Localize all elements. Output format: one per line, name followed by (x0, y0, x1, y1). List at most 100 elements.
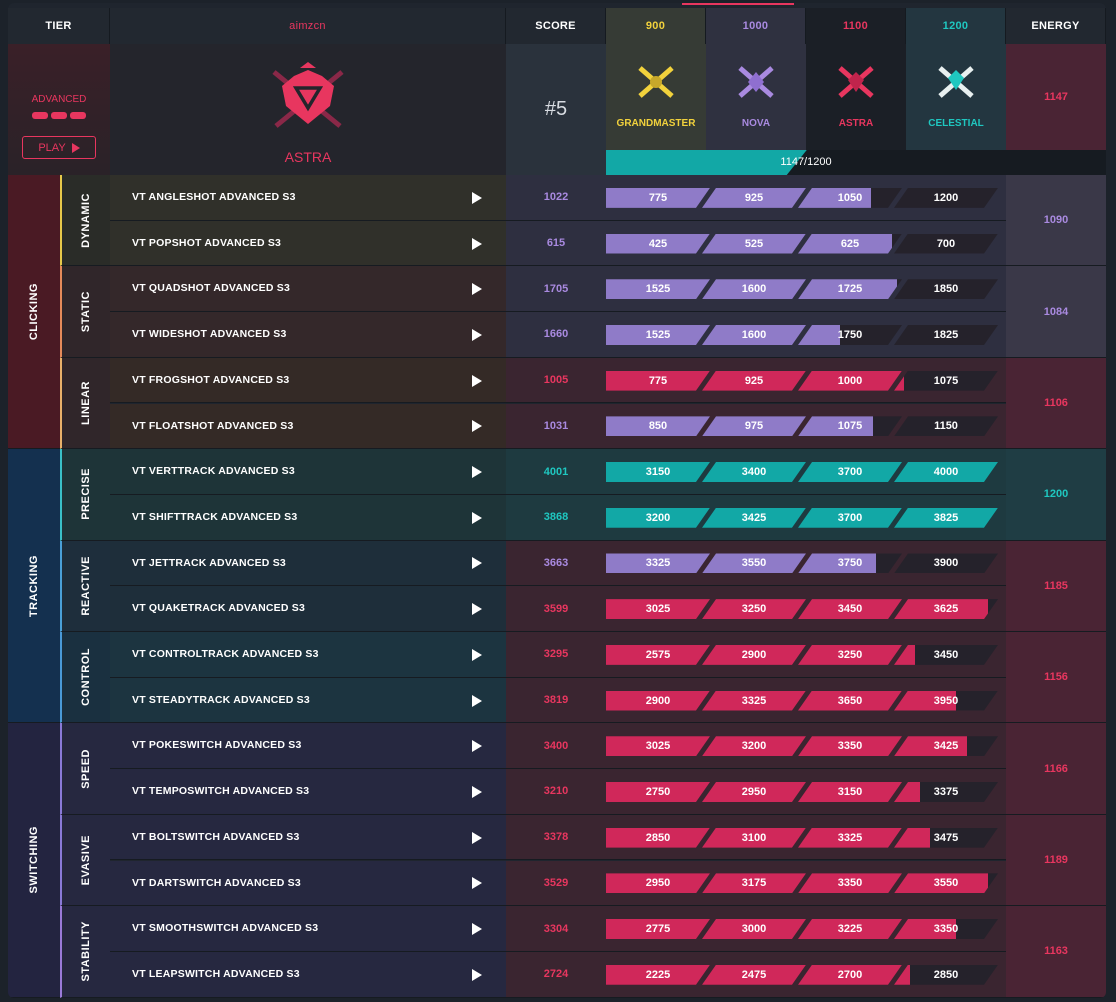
scenario-row[interactable]: VT WIDESHOT ADVANCED S3 (110, 312, 506, 358)
scenario-score: 1705 (543, 282, 569, 295)
threshold-segment (606, 462, 710, 482)
play-button[interactable]: PLAY (22, 136, 96, 159)
play-scenario-icon[interactable] (472, 831, 482, 844)
threshold-segment-fill (798, 599, 902, 619)
scenario-row[interactable]: VT FROGSHOT ADVANCED S3 (110, 357, 506, 404)
scenario-row[interactable]: VT SHIFTTRACK ADVANCED S3 (110, 494, 506, 541)
play-scenario-icon[interactable] (472, 283, 482, 296)
play-scenario-icon[interactable] (472, 648, 482, 661)
scenario-row[interactable]: VT LEAPSWITCH ADVANCED S3 (110, 951, 506, 998)
threshold-segment (606, 645, 710, 665)
category-tracking: TRACKING (8, 449, 60, 724)
play-scenario-icon[interactable] (472, 511, 482, 524)
celestial-icon (938, 66, 974, 98)
threshold-segment (702, 188, 806, 208)
score-cell: 3529 (506, 860, 606, 907)
scenario-row[interactable]: VT DARTSWITCH ADVANCED S3 (110, 860, 506, 907)
subcategory-energy: 1106 (1044, 396, 1068, 409)
scenario-row[interactable]: VT STEADYTRACK ADVANCED S3 (110, 677, 506, 724)
threshold-segment (702, 828, 806, 848)
subcategory-energy: 1084 (1043, 305, 1069, 318)
threshold-segment-fill (702, 553, 806, 573)
threshold-value: 775 (648, 191, 668, 204)
threshold-segment (798, 645, 902, 665)
threshold-segment (702, 325, 806, 345)
play-scenario-icon[interactable] (472, 603, 482, 616)
threshold-segment (798, 873, 902, 893)
threshold-segment (894, 279, 998, 299)
threshold-segment (606, 234, 710, 254)
threshold-segment-fill (894, 873, 988, 893)
scenario-score: 3663 (543, 556, 569, 569)
play-scenario-icon[interactable] (472, 420, 482, 433)
play-scenario-icon[interactable] (472, 785, 482, 798)
threshold-segment-fill (702, 462, 806, 482)
scenario-row[interactable]: VT SMOOTHSWITCH ADVANCED S3 (110, 906, 506, 952)
threshold-segment-fill (798, 188, 871, 208)
scenario-score: 4001 (543, 465, 569, 478)
scenario-row[interactable]: VT QUAKETRACK ADVANCED S3 (110, 586, 506, 632)
threshold-value: 2950 (645, 877, 671, 890)
score-cell: 3868 (506, 494, 606, 541)
threshold-value: 2750 (645, 785, 671, 798)
energy-cell-stability: 1163 (1006, 906, 1106, 998)
threshold-segment (606, 919, 710, 939)
threshold-value: 3200 (645, 511, 671, 524)
scenario-row[interactable]: VT BOLTSWITCH ADVANCED S3 (110, 814, 506, 861)
threshold-value: 625 (840, 237, 860, 250)
threshold-segment-fill (798, 508, 902, 528)
play-scenario-icon[interactable] (472, 374, 482, 387)
scenario-name: VT FLOATSHOT ADVANCED S3 (132, 419, 294, 432)
play-scenario-icon[interactable] (472, 968, 482, 981)
category-label: CLICKING (28, 283, 40, 341)
play-scenario-icon[interactable] (472, 923, 482, 936)
subcategory-energy: 1166 (1044, 762, 1068, 775)
play-scenario-icon[interactable] (472, 328, 482, 341)
scenario-name: VT QUADSHOT ADVANCED S3 (132, 282, 291, 295)
subcategory-label: LINEAR (80, 381, 92, 425)
scenario-row[interactable]: VT FLOATSHOT ADVANCED S3 (110, 403, 506, 450)
threshold-value: 1600 (741, 328, 767, 341)
subcategory-control: CONTROL (60, 632, 110, 724)
scenario-row[interactable]: VT POKESWITCH ADVANCED S3 (110, 723, 506, 770)
scenario-row[interactable]: VT CONTROLTRACK ADVANCED S3 (110, 632, 506, 678)
play-scenario-icon[interactable] (472, 694, 482, 707)
threshold-segment-fill (798, 965, 902, 985)
play-scenario-icon[interactable] (472, 191, 482, 204)
scenario-score: 615 (546, 237, 566, 250)
threshold-segment (798, 736, 902, 756)
play-scenario-icon[interactable] (472, 740, 482, 753)
rank-name: ASTRA (284, 149, 332, 165)
scenario-row[interactable]: VT VERTTRACK ADVANCED S3 (110, 449, 506, 495)
threshold-segment (606, 508, 710, 528)
scenario-row[interactable]: VT JETTRACK ADVANCED S3 (110, 540, 506, 587)
scenario-score: 3210 (543, 785, 569, 798)
threshold-value: 3225 (837, 923, 863, 936)
scenario-row[interactable]: VT TEMPOSWITCH ADVANCED S3 (110, 769, 506, 815)
threshold-segment-fill (702, 828, 806, 848)
scenario-name: VT FROGSHOT ADVANCED S3 (132, 373, 290, 386)
tier-pips (32, 112, 86, 119)
threshold-segment (894, 462, 998, 482)
rank-label-astra: ASTRA (838, 118, 874, 129)
scenario-row[interactable]: VT QUADSHOT ADVANCED S3 (110, 266, 506, 313)
scenario-row[interactable]: VT ANGLESHOT ADVANCED S3 (110, 175, 506, 221)
threshold-segment-fill (798, 371, 902, 391)
threshold-segment-fill (702, 188, 806, 208)
score-cell: 3819 (506, 677, 606, 724)
scenario-score: 3599 (543, 602, 569, 615)
threshold-segment (606, 599, 710, 619)
play-scenario-icon[interactable] (472, 466, 482, 479)
play-scenario-icon[interactable] (472, 237, 482, 250)
threshold-value: 3950 (933, 694, 959, 707)
threshold-segment-fill (606, 279, 710, 299)
threshold-segment-fill (702, 782, 806, 802)
threshold-segment (606, 416, 710, 436)
category-label: SWITCHING (28, 826, 40, 894)
play-scenario-icon[interactable] (472, 877, 482, 890)
subcategory-label: STABILITY (80, 921, 92, 982)
score-header: SCORE (506, 8, 606, 44)
score-cell: 1022 (506, 175, 606, 221)
scenario-row[interactable]: VT POPSHOT ADVANCED S3 (110, 220, 506, 267)
play-scenario-icon[interactable] (472, 557, 482, 570)
